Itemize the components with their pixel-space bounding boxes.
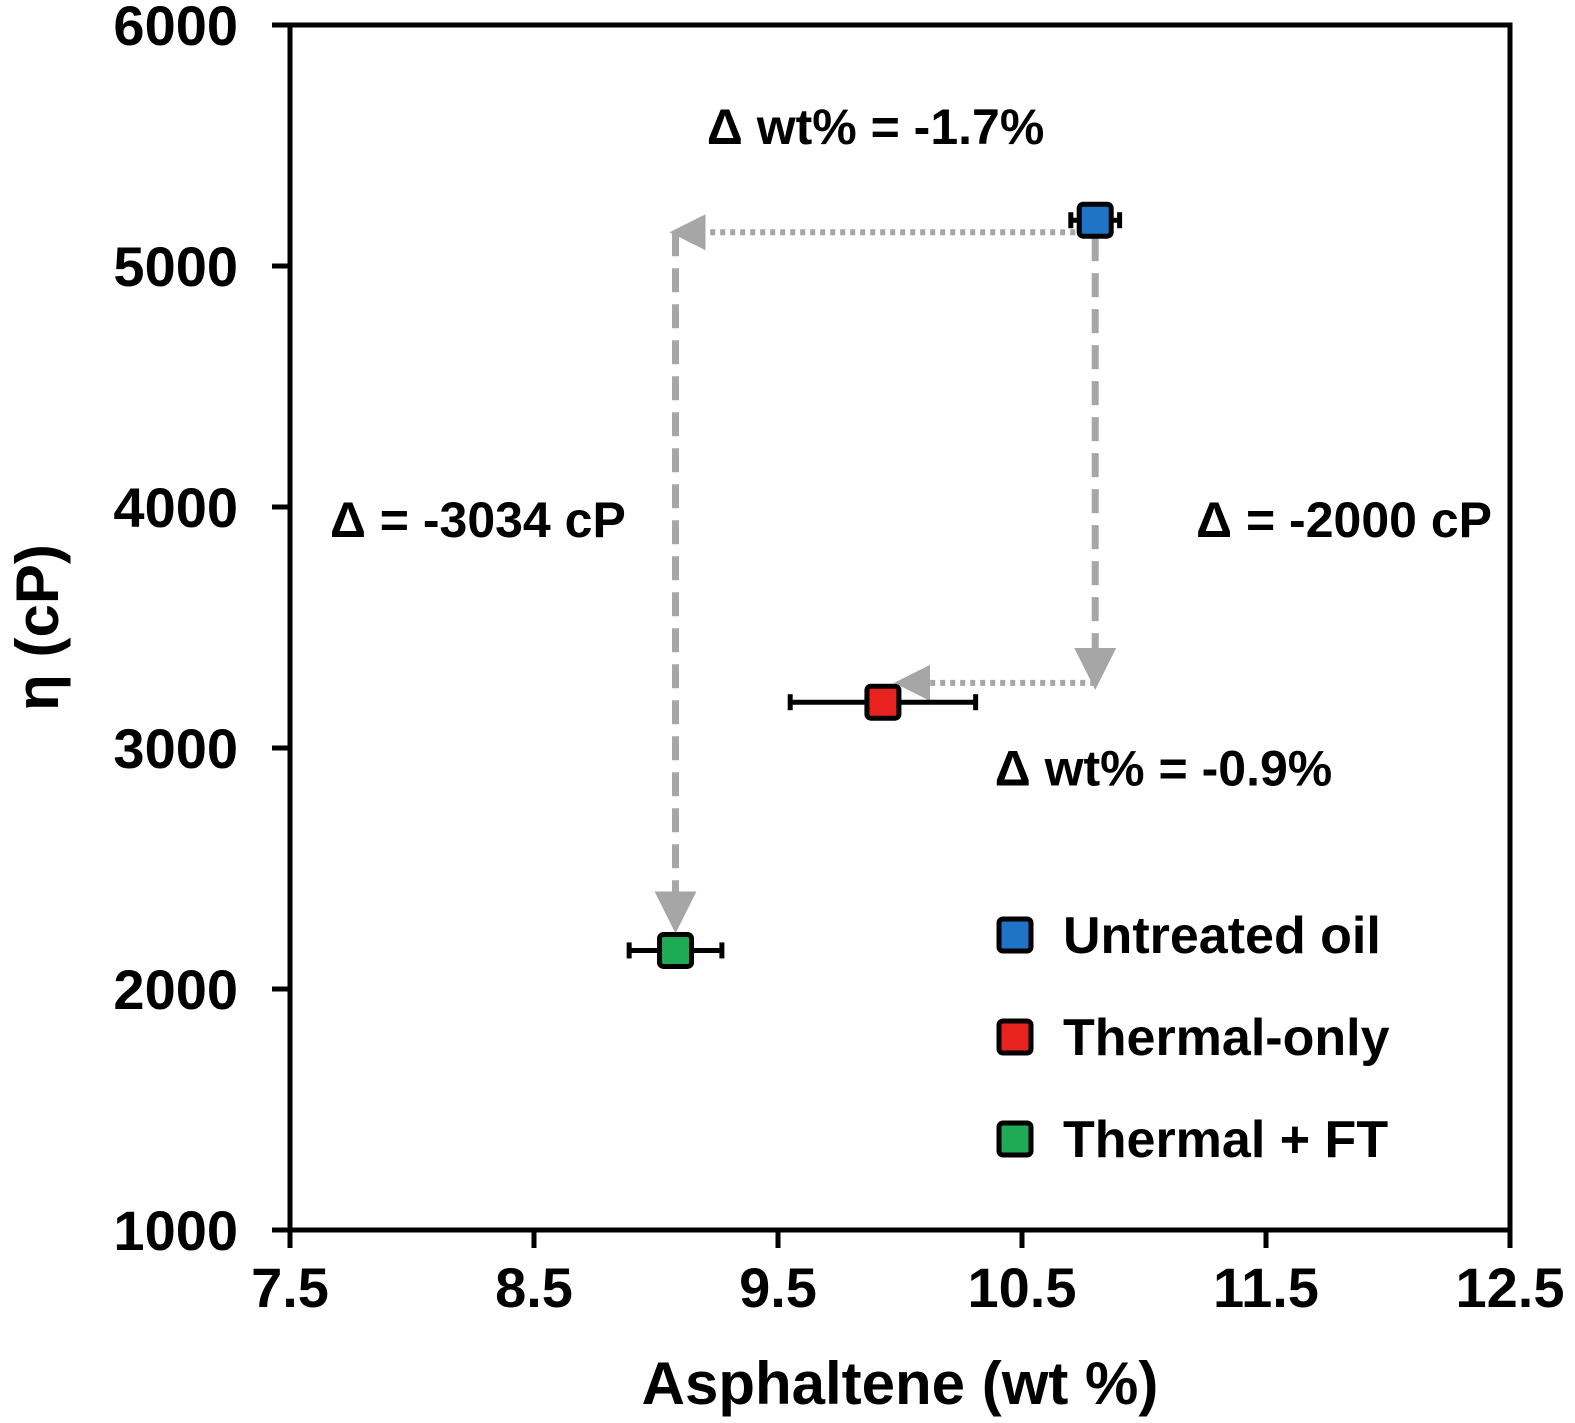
x-tick-label: 12.5 bbox=[1456, 1256, 1565, 1319]
x-tick-label: 11.5 bbox=[1213, 1256, 1319, 1319]
data-point bbox=[1076, 201, 1114, 239]
x-tick-label: 7.5 bbox=[251, 1256, 329, 1319]
y-axis-title: η (cP) bbox=[4, 544, 71, 711]
legend-marker bbox=[996, 1120, 1034, 1158]
y-tick-label: 1000 bbox=[113, 1199, 238, 1262]
y-tick-label: 5000 bbox=[113, 235, 238, 298]
x-tick-label: 10.5 bbox=[968, 1256, 1077, 1319]
legend-marker bbox=[996, 916, 1034, 954]
annotation-label: Δ = -2000 cP bbox=[1196, 492, 1492, 548]
annotation-label: Δ wt% = -0.9% bbox=[995, 740, 1332, 796]
legend-label: Untreated oil bbox=[1063, 907, 1381, 965]
legend-marker bbox=[996, 1018, 1034, 1056]
annotation-label: Δ wt% = -1.7% bbox=[707, 99, 1044, 155]
data-point bbox=[864, 683, 902, 721]
plot-frame bbox=[287, 22, 1513, 1233]
legend-label: Thermal + FT bbox=[1063, 1111, 1388, 1169]
x-axis-title: Asphaltene (wt %) bbox=[642, 1350, 1159, 1417]
legend-label: Thermal-only bbox=[1063, 1009, 1390, 1067]
y-tick-label: 2000 bbox=[113, 958, 238, 1021]
x-tick-label: 9.5 bbox=[739, 1256, 817, 1319]
data-point bbox=[657, 931, 695, 969]
y-tick-label: 4000 bbox=[113, 476, 238, 539]
y-tick-label: 3000 bbox=[113, 717, 238, 780]
annotation-label: Δ = -3034 cP bbox=[330, 492, 626, 548]
y-tick-label: 6000 bbox=[113, 0, 238, 57]
x-tick-label: 8.5 bbox=[495, 1256, 573, 1319]
